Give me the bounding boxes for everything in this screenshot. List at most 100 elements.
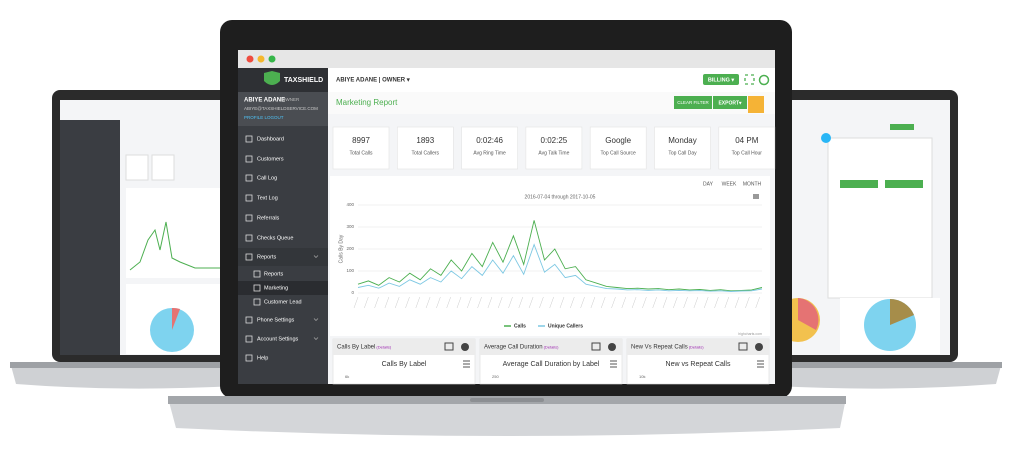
x-tick [539, 296, 544, 309]
menu-item[interactable]: Reports [257, 254, 277, 260]
x-tick [384, 296, 390, 309]
x-tick [374, 296, 379, 309]
y-tick-label: 400 [346, 202, 354, 207]
title-row [328, 92, 775, 114]
range-button[interactable]: DAY [703, 181, 714, 187]
menu-item[interactable]: Call Log [257, 175, 277, 181]
bar-icon [738, 342, 748, 351]
stat-value: 8997 [352, 136, 370, 145]
menu-item[interactable]: Text Log [257, 195, 278, 201]
x-tick [724, 296, 730, 309]
center-laptop: TAXSHIELD ABIYE ADANE OWNER ABIYE@TAXSHI… [168, 20, 846, 436]
pie-icon [461, 343, 469, 351]
x-tick [755, 296, 760, 309]
fullscreen-icon[interactable] [744, 74, 755, 85]
billing-label[interactable]: BILLING ▾ [708, 77, 736, 83]
x-tick [745, 296, 750, 309]
menu-icon [253, 298, 261, 306]
submenu-active [238, 281, 328, 295]
legend-label: Unique Callers [548, 323, 583, 329]
stat-card [718, 126, 776, 170]
x-tick [621, 296, 627, 309]
export-label[interactable]: EXPORT▾ [718, 100, 742, 106]
stat-card [332, 126, 390, 170]
filter-button [840, 180, 878, 188]
panel-details[interactable]: (Details) [544, 345, 560, 350]
hinge [10, 362, 236, 368]
range-button[interactable]: MONTH [743, 181, 762, 187]
chart-credit: highcharts.com [738, 332, 762, 336]
mini-pie-slice [172, 307, 180, 330]
user-role: OWNER [282, 97, 300, 102]
filter-toggle[interactable] [748, 96, 764, 113]
menu-item[interactable]: Referrals [257, 215, 280, 221]
x-tick [549, 296, 554, 309]
filter-panel [827, 137, 933, 299]
stat-label: Avg Ring Time [473, 150, 506, 156]
menu-icon [245, 253, 253, 261]
menu-item[interactable]: Account Settings [257, 336, 299, 342]
window-dot [257, 55, 265, 63]
y-tick-label: 200 [346, 246, 354, 251]
menu-item[interactable]: Customer Lead [264, 299, 302, 305]
right-laptop [776, 90, 1002, 389]
base [776, 362, 1002, 389]
x-tick [631, 296, 637, 309]
pie-icon [755, 343, 763, 351]
hamburger [757, 360, 764, 368]
x-tick [734, 296, 740, 309]
clear-filter-button[interactable] [674, 96, 712, 109]
chevron [313, 318, 319, 321]
menu-item[interactable]: Help [257, 355, 268, 361]
x-tick [446, 296, 451, 309]
stat-value: Monday [668, 136, 696, 145]
menu-item[interactable]: Checks Queue [257, 235, 293, 241]
menu-icon [253, 284, 261, 292]
menu-icon [245, 155, 253, 163]
hinge [776, 362, 1002, 368]
menu-item[interactable]: Phone Settings [257, 317, 295, 323]
menu-item[interactable]: Customers [257, 156, 284, 162]
base [10, 362, 236, 389]
billing-button[interactable] [703, 74, 739, 85]
chart-subtitle: 2016-07-04 through 2017-10-05 [525, 194, 596, 200]
browser-bar [238, 50, 775, 68]
close-dot [821, 133, 831, 143]
line-chart: DAY WEEK MONTH 2016-07-04 through 2017-10-0… [338, 181, 763, 336]
stat-card [525, 126, 583, 170]
stat-card [654, 126, 711, 170]
menu-icon [245, 194, 253, 202]
billing-button [890, 124, 914, 130]
menu-item[interactable]: Dashboard [257, 136, 284, 142]
x-tick [590, 296, 596, 309]
header-user[interactable]: ABIYE ADANE | OWNER ▾ [336, 78, 411, 84]
x-tick [436, 296, 441, 309]
export-button[interactable] [713, 96, 747, 109]
pie-icon [608, 343, 616, 351]
panel-details[interactable]: (Details) [689, 345, 705, 350]
panel-chart-title: Calls By Label [382, 361, 427, 368]
refresh-icon[interactable] [758, 74, 770, 86]
stat-label: Avg Talk Time [538, 150, 569, 156]
panels: Calls By Label (Details)Calls By Label6kA… [332, 338, 770, 385]
x-tick [559, 296, 565, 309]
menu-item[interactable]: Reports [264, 271, 284, 277]
x-tick [580, 296, 585, 309]
mini-pie-slice [798, 298, 819, 330]
top-header [328, 68, 775, 92]
panel-details[interactable]: (Details) [376, 345, 392, 350]
x-tick [703, 296, 709, 309]
stat-value: 1893 [416, 136, 434, 145]
menu-icon [245, 316, 253, 324]
y-axis-label: Calls By Day [338, 234, 344, 263]
chevron [313, 255, 319, 258]
clear-filter-label[interactable]: CLEAR FILTER [677, 100, 709, 105]
series-line [357, 243, 763, 292]
menu-icon [245, 234, 253, 242]
profile-link[interactable]: PROFILE LOGOUT [244, 115, 284, 120]
menu-item[interactable]: Marketing [264, 285, 288, 291]
brand-name: TAXSHIELD [284, 77, 323, 84]
range-button[interactable]: WEEK [722, 181, 737, 187]
legend-label: Calls [514, 323, 526, 329]
stat-label: Top Call Source [601, 150, 637, 156]
